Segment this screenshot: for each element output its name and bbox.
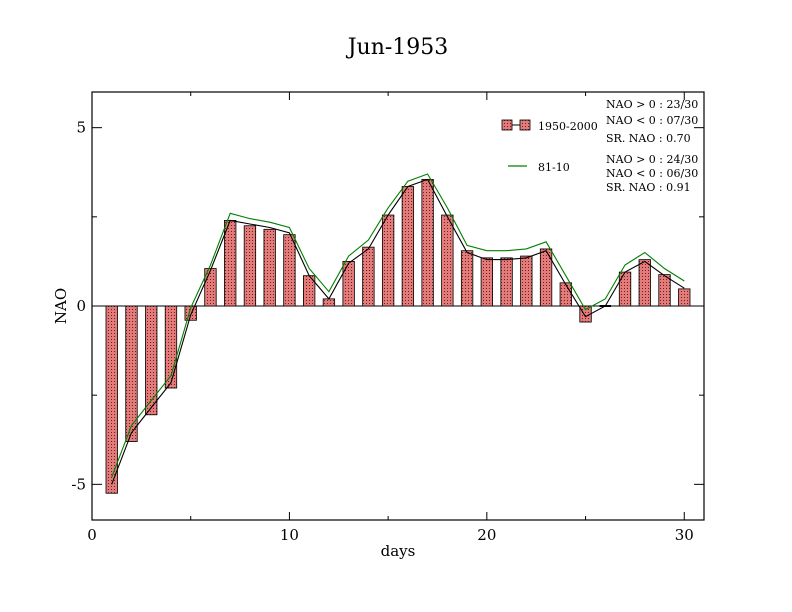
bar [658, 274, 671, 307]
bar [638, 259, 651, 307]
bar [559, 282, 572, 307]
bar [539, 248, 553, 307]
stat-line: NAO < 0 : 07/30 [606, 114, 698, 127]
series-line [111, 173, 685, 478]
legend-item-1950-2000: 1950-2000 [501, 119, 598, 133]
bar [678, 288, 691, 307]
bar [145, 305, 158, 416]
bar [125, 305, 138, 442]
bar [500, 257, 513, 307]
legend-swatch-bar [501, 119, 513, 131]
bar [618, 271, 632, 307]
y-axis-label: NAO [52, 288, 70, 324]
bar [362, 246, 375, 307]
bar [224, 219, 237, 307]
axis-ticks: 0 10 20 30 -5 0 5 [71, 92, 704, 544]
y-tick-label: 5 [76, 119, 86, 137]
chart-title: Jun-1953 [346, 35, 449, 60]
bar [480, 257, 493, 307]
bar [441, 214, 454, 307]
bar [204, 268, 217, 307]
y-tick-label: -5 [71, 475, 86, 493]
stat-line: SR. NAO : 0.70 [606, 132, 691, 145]
bar [520, 255, 533, 307]
y-tick-label: 0 [76, 297, 86, 315]
bar [263, 228, 276, 307]
bar [243, 225, 257, 307]
stat-line: SR. NAO : 0.91 [606, 181, 691, 194]
bar [283, 234, 296, 307]
plot-area [92, 173, 704, 494]
x-tick-label: 20 [477, 526, 496, 544]
bar [460, 250, 474, 307]
bar [322, 298, 336, 307]
legend-label: 1950-2000 [538, 120, 598, 133]
x-tick-label: 0 [87, 526, 97, 544]
bar [342, 261, 355, 307]
stat-line: NAO > 0 : 24/30 [606, 153, 698, 166]
legend: 1950-2000 81-10 [501, 119, 598, 174]
legend-swatch-bar [519, 119, 531, 131]
bar [105, 305, 118, 494]
bar [164, 305, 178, 389]
legend-item-81-10: 81-10 [508, 161, 570, 174]
series-line [111, 178, 685, 485]
x-tick-label: 30 [675, 526, 694, 544]
bar [401, 186, 415, 307]
stat-line: NAO > 0 : 23/30 [606, 98, 698, 111]
bar [184, 305, 197, 321]
stats-annotations: NAO > 0 : 23/30 NAO < 0 : 07/30 SR. NAO … [606, 98, 698, 194]
legend-label: 81-10 [538, 161, 570, 174]
x-tick-label: 10 [280, 526, 299, 544]
stat-line: NAO < 0 : 06/30 [606, 167, 698, 180]
x-axis-label: days [381, 542, 416, 560]
bar [381, 214, 395, 307]
bar [421, 178, 434, 307]
